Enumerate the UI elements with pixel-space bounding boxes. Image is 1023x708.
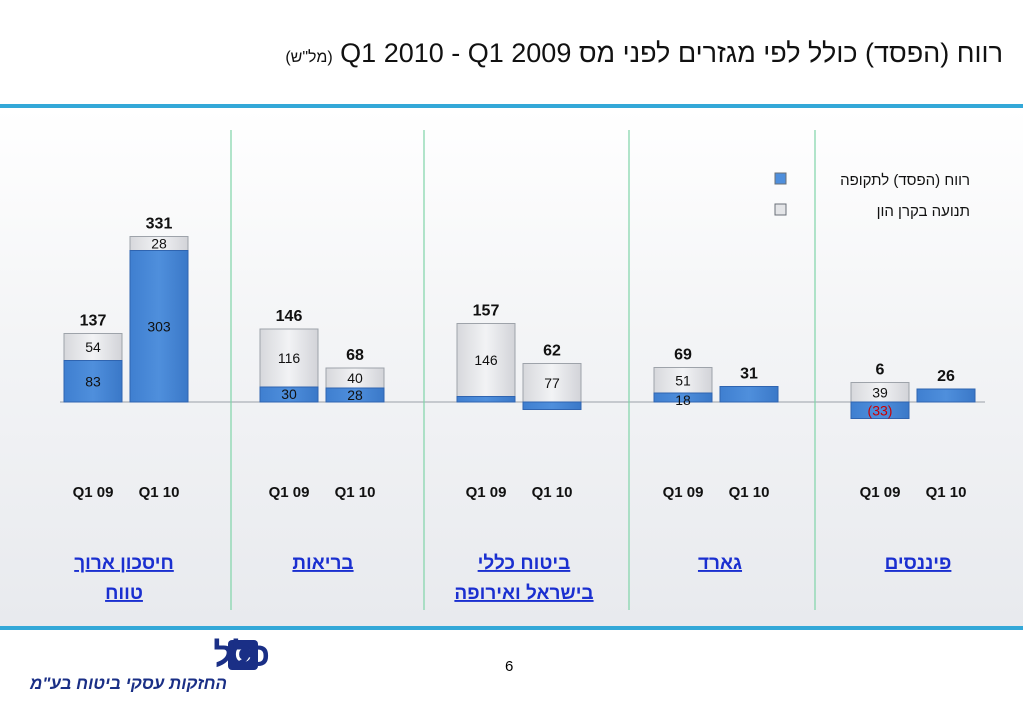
- slide-title: רווח (הפסד) כולל לפי מגזרים לפני מס Q1 2…: [20, 38, 1003, 69]
- capital-fund-value-label: 51: [675, 372, 691, 388]
- period-tick-label: Q1 10: [335, 484, 376, 501]
- logo-wordmark: כלל: [213, 636, 270, 674]
- capital-fund-value-label: 54: [85, 339, 101, 355]
- capital-fund-bar: [653, 367, 713, 394]
- profit-bar: [916, 388, 976, 403]
- segment-name-label[interactable]: גארד: [698, 553, 742, 574]
- profit-bar: [456, 396, 516, 403]
- bar-total-label: 69: [674, 347, 692, 364]
- profit-bar: [719, 386, 779, 403]
- capital-fund-bar: [522, 363, 582, 403]
- period-tick-label: Q1 10: [729, 484, 770, 501]
- segment-name-label[interactable]: טווח: [105, 583, 143, 604]
- logo-subtitle: החזקות עסקי ביטוח בע"מ: [30, 674, 228, 693]
- legend-label: רווח (הפסד) לתקופה: [840, 172, 970, 189]
- period-tick-label: Q1 09: [860, 484, 901, 501]
- title-unit: (מל"ש): [285, 49, 333, 66]
- period-tick-label: Q1 10: [926, 484, 967, 501]
- period-tick-label: Q1 09: [466, 484, 507, 501]
- profit-value-label: 83: [85, 373, 101, 389]
- bar-total-label: 157: [473, 303, 500, 320]
- period-tick-label: Q1 10: [532, 484, 573, 501]
- segment-name-label[interactable]: פיננסים: [885, 553, 952, 574]
- legend-swatch-profit: [774, 172, 787, 185]
- profit-bar: [653, 392, 713, 403]
- bar-total-label: 26: [937, 368, 955, 385]
- capital-fund-value-label: 28: [151, 236, 167, 252]
- title-main: רווח (הפסד) כולל לפי מגזרים לפני מס Q1 2…: [340, 38, 1003, 68]
- period-tick-label: Q1 10: [139, 484, 180, 501]
- bar-total-label: 146: [276, 308, 303, 325]
- profit-bar: [522, 401, 582, 410]
- profit-value-label: 30: [281, 386, 297, 402]
- legend-swatch-capital-fund: [774, 203, 787, 216]
- bar-total-label: 137: [80, 313, 107, 330]
- bar-total-label: 68: [346, 347, 364, 364]
- segment-name-label[interactable]: בריאות: [292, 553, 353, 574]
- legend-label: תנועה בקרן הון: [877, 203, 970, 220]
- profit-bar: [259, 386, 319, 403]
- top-rule: [0, 104, 1023, 108]
- page-number: 6: [505, 658, 514, 675]
- logo-mark-icon: C: [228, 640, 258, 670]
- period-tick-label: Q1 09: [73, 484, 114, 501]
- bar-total-label: 6: [876, 362, 885, 379]
- profit-bar: [850, 401, 910, 419]
- profit-value-label: 303: [147, 318, 171, 334]
- period-tick-label: Q1 09: [269, 484, 310, 501]
- profit-value-label: 18: [675, 392, 691, 408]
- bar-total-label: 62: [543, 343, 561, 360]
- capital-fund-value-label: 40: [347, 370, 363, 386]
- segment-name-label[interactable]: בישראל ואירופה: [454, 583, 593, 604]
- profit-bar: [63, 360, 123, 403]
- segment-name-label[interactable]: ביטוח כללי: [478, 553, 571, 574]
- bar-total-label: 31: [740, 366, 758, 383]
- capital-fund-value-label: 77: [544, 375, 560, 391]
- capital-fund-value-label: 116: [278, 350, 301, 366]
- capital-fund-value-label: 39: [872, 384, 888, 400]
- company-logo: C כלל החזקות עסקי ביטוח בע"מ: [30, 636, 270, 696]
- capital-fund-value-label: 146: [474, 352, 498, 368]
- profit-value-label: 28: [347, 387, 363, 403]
- capital-fund-bar: [456, 323, 516, 397]
- segment-name-label[interactable]: חיסכון ארוך: [74, 553, 174, 574]
- period-tick-label: Q1 09: [663, 484, 704, 501]
- profit-value-label: (33): [868, 402, 893, 418]
- bottom-rule: [0, 626, 1023, 630]
- profit-bar: [129, 250, 189, 403]
- bar-total-label: 331: [146, 216, 173, 233]
- capital-fund-bar: [63, 333, 123, 361]
- profit-bar: [325, 387, 385, 403]
